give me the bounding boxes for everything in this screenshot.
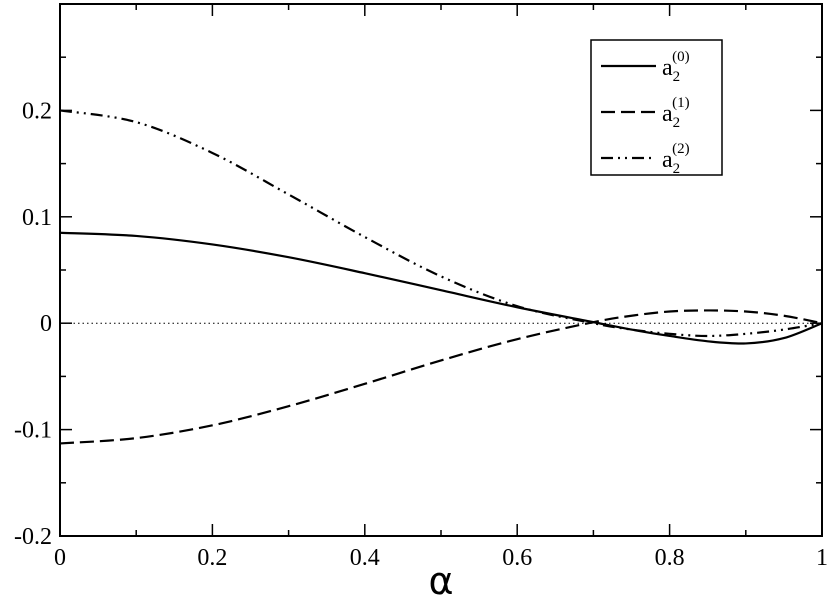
legend-label-2: a2(2) (662, 141, 690, 177)
legend: a2(0) a2(1) a2(2) (590, 39, 723, 177)
legend-items: a2(0) a2(1) a2(2) (601, 49, 690, 177)
series-line-0 (59, 231, 823, 345)
series-layer (59, 109, 823, 445)
series-line-2 (59, 109, 823, 338)
y-tick-label: -0.1 (14, 418, 52, 444)
legend-box (590, 39, 723, 176)
x-tick-label: 0.8 (655, 545, 685, 571)
legend-label-0: a2(0) (662, 49, 690, 85)
y-tick-label: 0.2 (22, 98, 52, 124)
series-line-1 (59, 309, 823, 445)
x-tick-label: 0.2 (197, 545, 227, 571)
x-tick-label: 0.4 (350, 545, 380, 571)
y-tick-label: -0.2 (14, 524, 52, 550)
y-tick-label: 0.1 (22, 205, 52, 231)
tick-layer: 0 0.2 0.4 0.6 0.8 1 -0.2 -0.1 0 0.1 0.2 (14, 4, 828, 571)
x-tick-label: 1 (816, 545, 828, 571)
x-tick-label: 0 (54, 545, 66, 571)
x-tick-label: 0.6 (502, 545, 532, 571)
legend-label-1: a2(1) (662, 95, 690, 131)
x-axis-title: α (428, 559, 453, 599)
y-tick-label: 0 (40, 311, 52, 337)
